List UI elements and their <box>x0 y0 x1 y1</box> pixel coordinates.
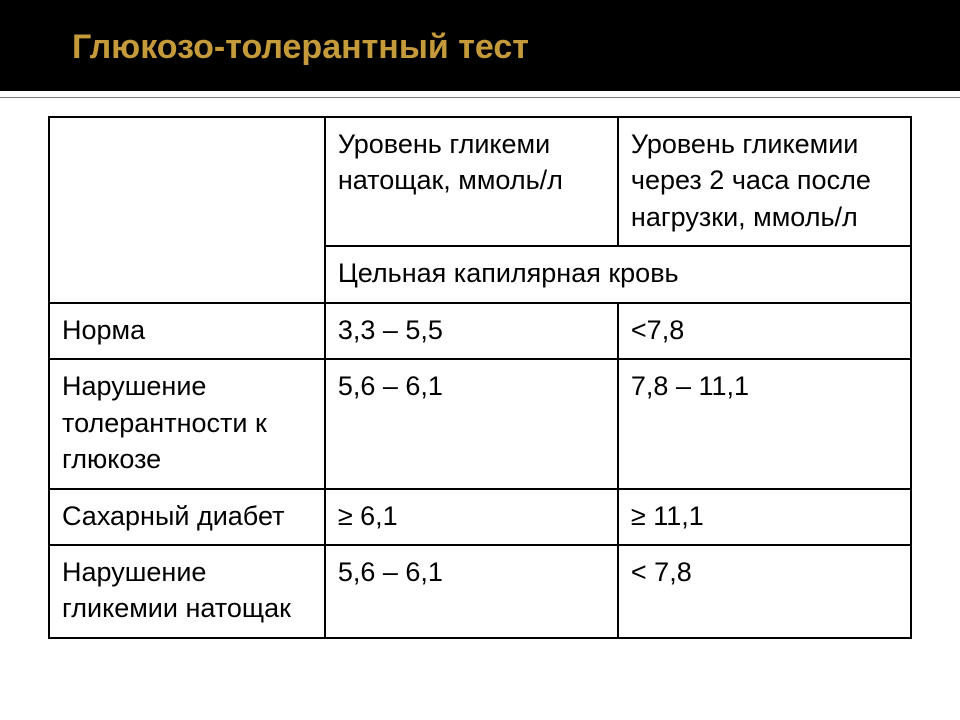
header-cell-afterload: Уровень гликемии через 2 часа после нагр… <box>618 117 911 246</box>
header-cell-empty <box>49 117 325 303</box>
cell-label: Сахарный диабет <box>49 489 325 545</box>
cell-afterload: ≥ 11,1 <box>618 489 911 545</box>
table-row: Нарушение гликемии натощак 5,6 – 6,1 < 7… <box>49 545 911 638</box>
cell-afterload: < 7,8 <box>618 545 911 638</box>
cell-afterload: 7,8 – 11,1 <box>618 359 911 488</box>
cell-afterload: <7,8 <box>618 303 911 359</box>
slide-title: Глюкозо-толерантный тест <box>72 28 960 67</box>
subheader-cell-blood: Цельная капилярная кровь <box>325 246 911 302</box>
cell-label: Норма <box>49 303 325 359</box>
table-row: Норма 3,3 – 5,5 <7,8 <box>49 303 911 359</box>
cell-fasting: ≥ 6,1 <box>325 489 618 545</box>
cell-label: Нарушение толерантности к глюкозе <box>49 359 325 488</box>
table-header-row: Уровень гликеми натощак, ммоль/л Уровень… <box>49 117 911 246</box>
glucose-table: Уровень гликеми натощак, ммоль/л Уровень… <box>48 116 912 639</box>
content-area: Уровень гликеми натощак, ммоль/л Уровень… <box>0 98 960 639</box>
cell-label: Нарушение гликемии натощак <box>49 545 325 638</box>
table-row: Нарушение толерантности к глюкозе 5,6 – … <box>49 359 911 488</box>
divider-top <box>0 89 960 91</box>
cell-fasting: 5,6 – 6,1 <box>325 545 618 638</box>
header-cell-fasting: Уровень гликеми натощак, ммоль/л <box>325 117 618 246</box>
cell-fasting: 3,3 – 5,5 <box>325 303 618 359</box>
cell-fasting: 5,6 – 6,1 <box>325 359 618 488</box>
slide-header: Глюкозо-толерантный тест <box>0 0 960 89</box>
table-row: Сахарный диабет ≥ 6,1 ≥ 11,1 <box>49 489 911 545</box>
